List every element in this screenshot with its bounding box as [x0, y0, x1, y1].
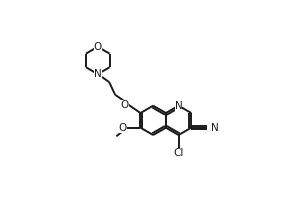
Text: O: O	[120, 100, 129, 110]
Text: N: N	[211, 123, 219, 133]
Text: O: O	[94, 42, 102, 52]
Text: N: N	[175, 101, 182, 111]
Text: O: O	[119, 123, 127, 133]
Text: N: N	[94, 69, 102, 79]
Text: Cl: Cl	[173, 148, 184, 158]
